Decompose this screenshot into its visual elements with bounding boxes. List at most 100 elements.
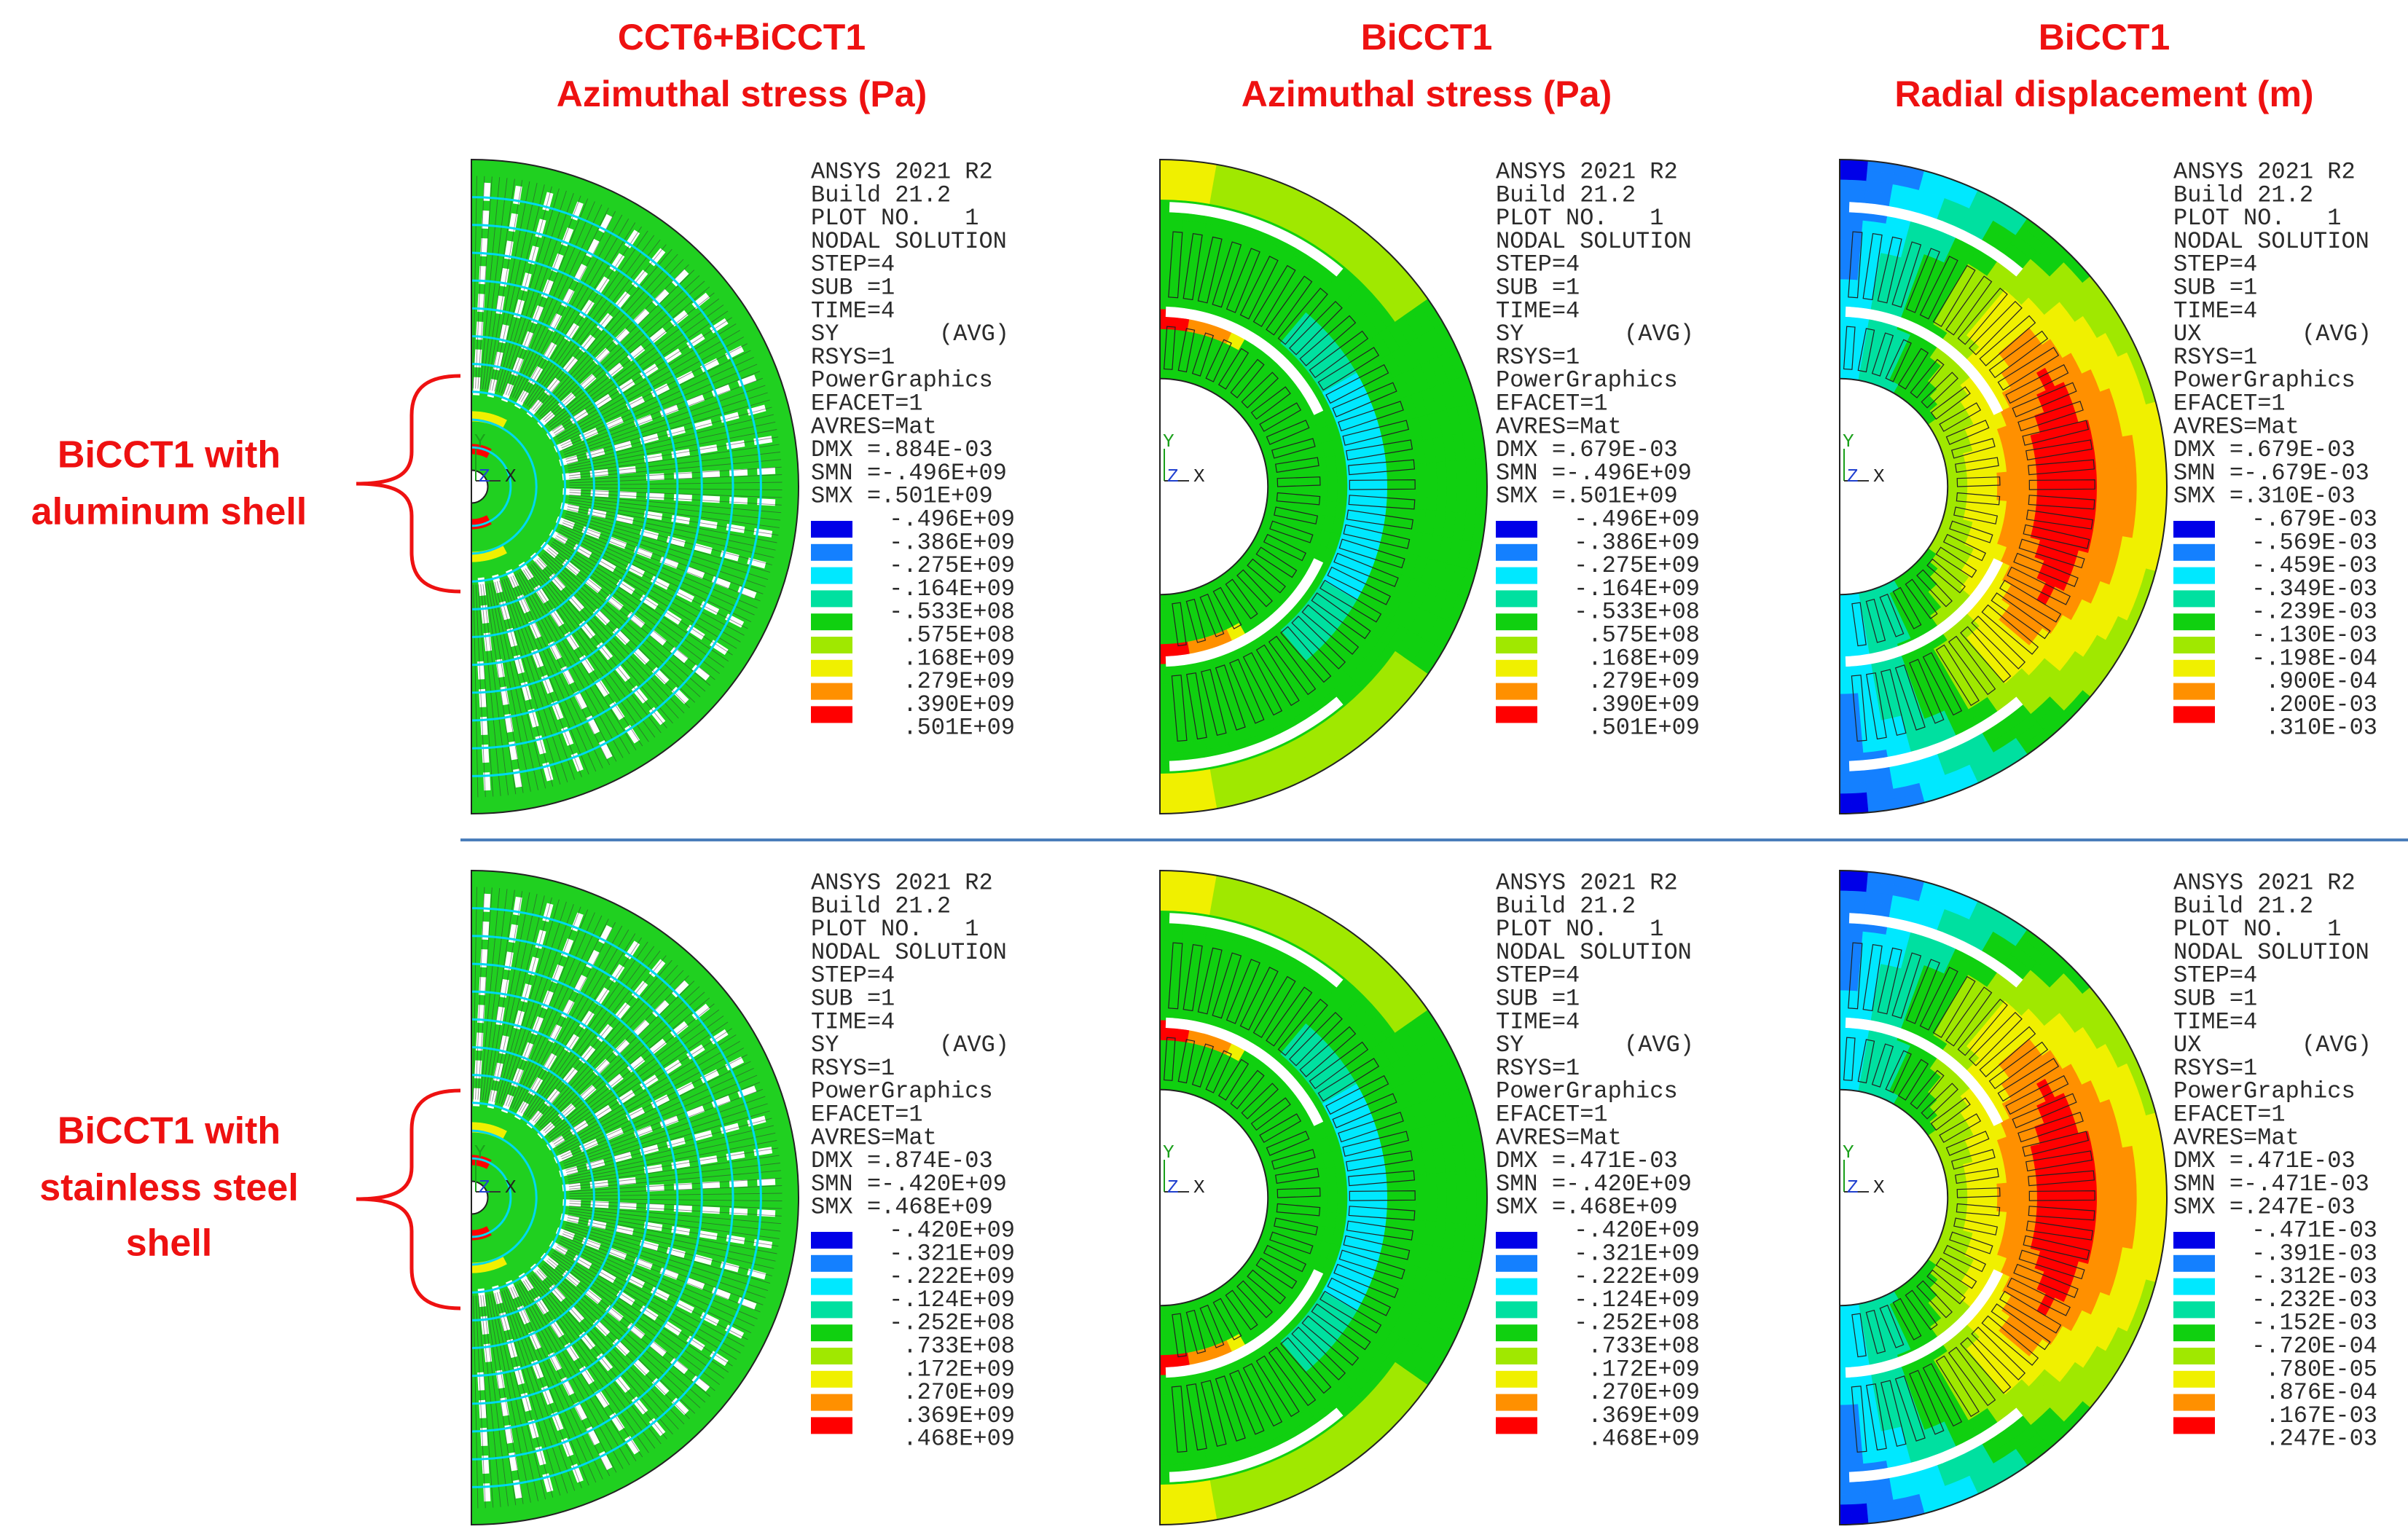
contour-cell (1327, 487, 1338, 502)
contour-cell (1357, 1179, 1368, 1198)
legend-swatch (1496, 521, 1537, 538)
ansys-avg: (AVG) (1624, 321, 1694, 347)
contour-cell (1268, 487, 1278, 497)
contour-cell (2086, 487, 2097, 509)
contour-cell (1840, 930, 1863, 941)
legend-swatch (2173, 683, 2215, 700)
contour-cell (2136, 1171, 2146, 1198)
contour-cell (1337, 1198, 1348, 1214)
contour-cell (2106, 1174, 2117, 1198)
contour-cell (2076, 487, 2087, 508)
row-label: stainless steel (39, 1167, 299, 1209)
contour-cell (1987, 487, 1997, 500)
contour-cell (1840, 1315, 1851, 1325)
contour-cell (1956, 1176, 1967, 1187)
contour-cell (1327, 1182, 1338, 1198)
legend-swatch (2173, 1278, 2215, 1295)
contour-cell (1397, 1176, 1408, 1198)
contour-cell (1840, 793, 1867, 804)
contour-cell (1307, 1198, 1317, 1211)
triad-label: X (1873, 466, 1885, 487)
ansys-avg: (AVG) (939, 1032, 1009, 1058)
contour-cell (1268, 1187, 1278, 1198)
contour-cell (1840, 219, 1863, 230)
contour-cell (1160, 950, 1182, 961)
contour-cell (1995, 500, 2007, 516)
triad-label: Y (474, 1142, 486, 1163)
triad-label: Z (1847, 466, 1859, 487)
contour-cell (1840, 1355, 1854, 1366)
contour-cell (1160, 1394, 1178, 1405)
contour-cell (1160, 1424, 1180, 1435)
legend-swatch (2173, 1348, 2215, 1364)
contour-cell (1436, 462, 1447, 487)
legend-swatch (1496, 590, 1537, 607)
contour-cell (1436, 487, 1447, 511)
contour-cell (2096, 463, 2107, 487)
legend-swatch (2173, 1255, 2215, 1272)
contour-cell (1315, 1168, 1327, 1184)
contour-cell (1397, 465, 1408, 487)
contour-cell (1160, 743, 1183, 754)
contour-cell (2056, 1178, 2067, 1198)
contour-cell (2017, 487, 2028, 503)
contour-cell (2066, 1198, 2077, 1218)
row-label: aluminum shell (31, 491, 307, 533)
contour-cell (2106, 487, 2117, 511)
contour-cell (1840, 1069, 1851, 1080)
contour-cell (1840, 1325, 1852, 1335)
contour-cell (1160, 1345, 1174, 1355)
contour-cell (1840, 644, 1854, 655)
contour-cell (1456, 460, 1467, 487)
contour-cell (1298, 1198, 1308, 1211)
contour-cell (1315, 457, 1327, 473)
contour-cell (2116, 1198, 2127, 1222)
contour-cell (1160, 703, 1180, 714)
contour-cell (1416, 1198, 1427, 1221)
contour-cell (1840, 743, 1863, 754)
contour-cell (1160, 349, 1172, 359)
slot (694, 423, 712, 427)
contour-cell (1307, 487, 1317, 500)
legend-label: .247E-03 (2265, 1426, 2377, 1453)
contour-cell (2136, 460, 2146, 487)
legend-swatch (811, 1324, 852, 1341)
contour-cell (1975, 499, 1987, 513)
contour-cell (1997, 472, 2008, 487)
contour-cell (1446, 1198, 1457, 1224)
contour-cell (1276, 465, 1287, 476)
legend-swatch (2173, 1232, 2215, 1249)
contour-cell (2126, 487, 2137, 513)
contour-cell (1160, 604, 1171, 614)
contour-cell (1160, 940, 1183, 951)
contour-cell (1840, 1405, 1859, 1415)
contour-cell (1160, 1493, 1187, 1504)
triad-label: X (1193, 1177, 1205, 1198)
contour-cell (2086, 464, 2097, 487)
legend-swatch (811, 706, 852, 723)
contour-cell (1174, 642, 1189, 653)
contour-cell (1956, 465, 1967, 476)
fem-contour-plot: YZX (471, 871, 799, 1525)
contour-cell (1476, 487, 1487, 515)
contour-cell (1160, 179, 1187, 190)
contour-cell (1397, 1198, 1408, 1219)
triad-label: X (1193, 466, 1205, 487)
contour-cell (2076, 465, 2087, 487)
contour-cell (1967, 1198, 1977, 1210)
legend-swatch (1496, 706, 1537, 723)
contour-cell (1995, 1168, 2007, 1184)
contour-cell (1387, 466, 1397, 487)
contour-cell (2146, 1170, 2157, 1198)
contour-cell (1466, 459, 1477, 487)
slot (702, 1210, 720, 1211)
contour-cell (1276, 1176, 1287, 1187)
triad-label: Y (1163, 1142, 1174, 1163)
contour-cell (2027, 469, 2038, 487)
contour-cell (1985, 500, 1997, 514)
contour-cell (1840, 890, 1867, 901)
legend-swatch (811, 544, 852, 561)
legend-swatch (1496, 1278, 1537, 1295)
contour-cell (1840, 803, 1868, 814)
column-title: BiCCT1 (1361, 17, 1493, 58)
